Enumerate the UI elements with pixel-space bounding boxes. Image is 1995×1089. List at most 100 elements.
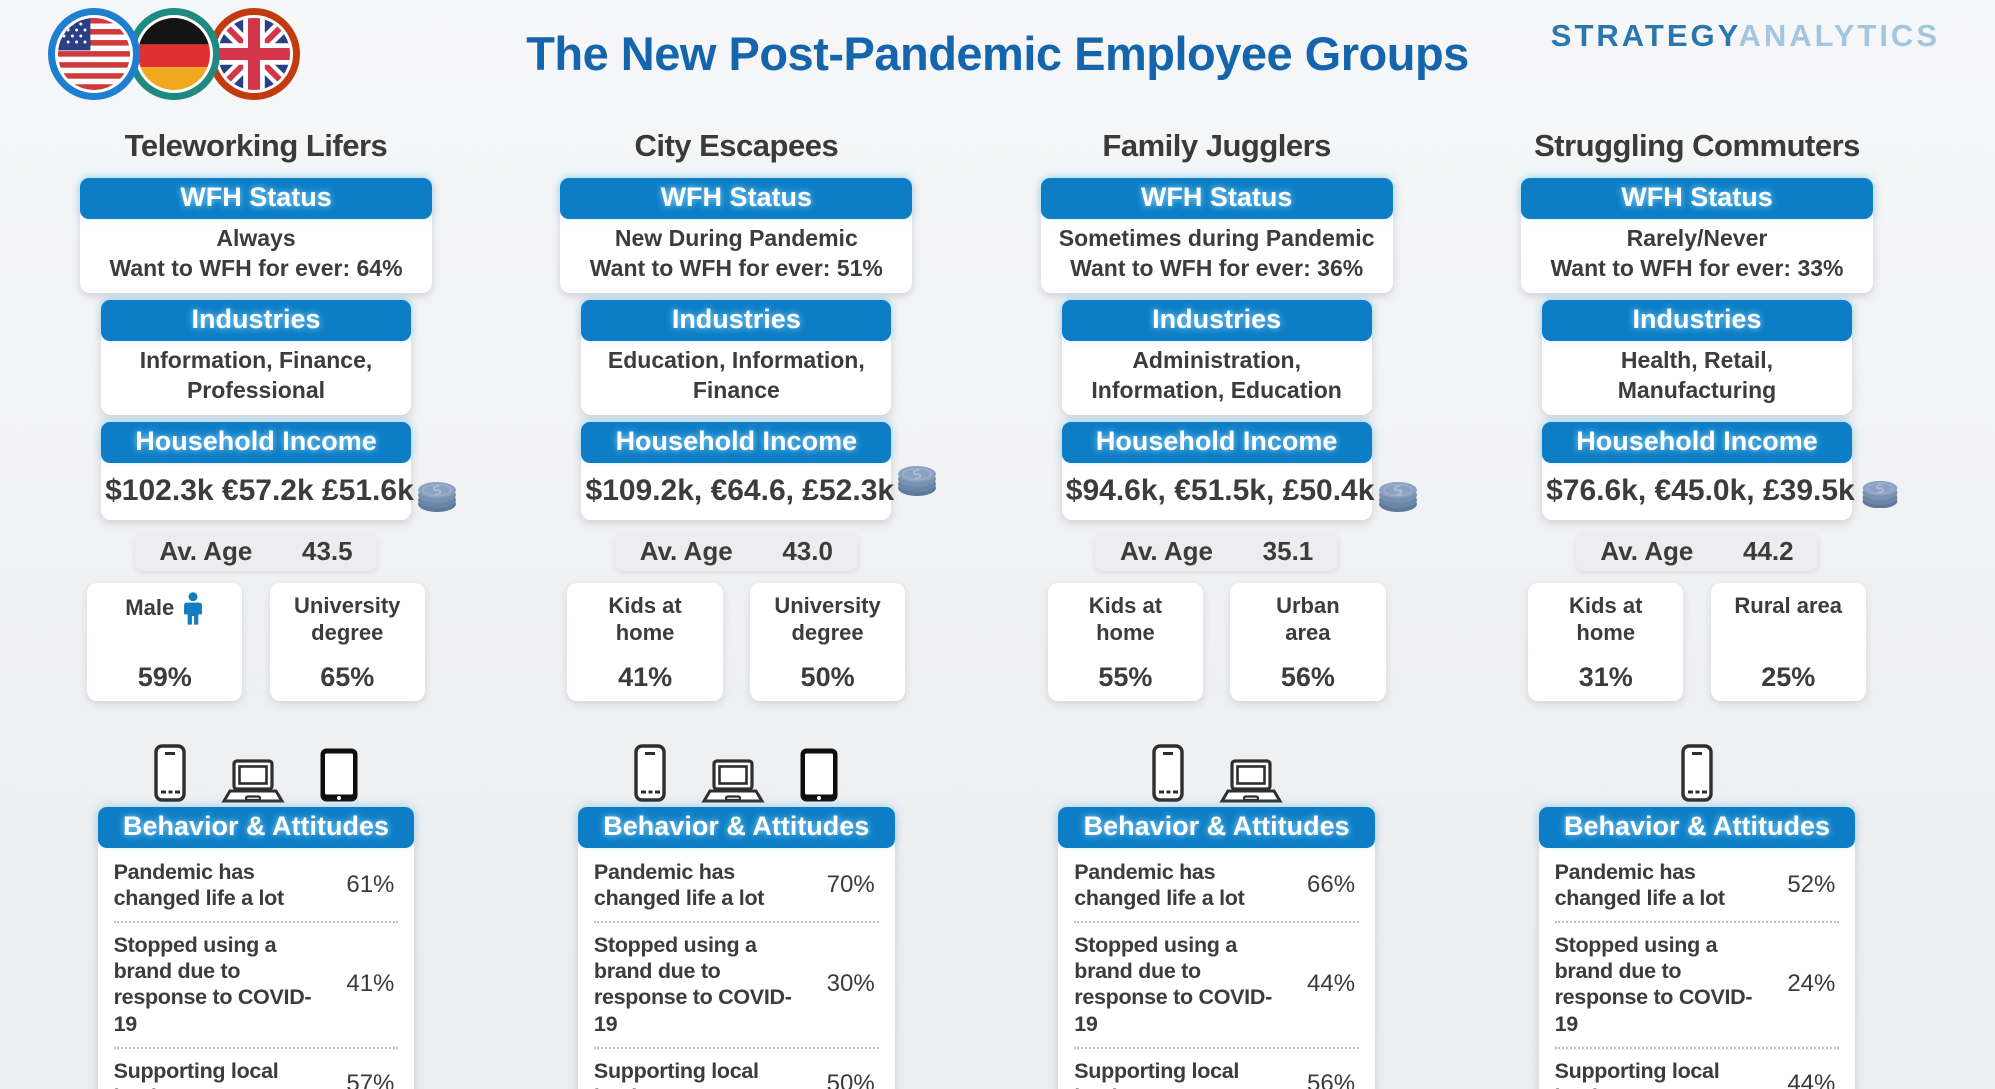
demographic-value: 25% [1761, 661, 1816, 692]
coin-icon [417, 480, 457, 513]
country-flags [48, 8, 300, 100]
behavior-label: Supporting local business [1554, 1058, 1720, 1089]
behavior-attitudes-card: Behavior & Attitudes Pandemic has change… [1538, 806, 1856, 1089]
behavior-value: 44% [1307, 970, 1356, 998]
demographic-value: 65% [320, 661, 375, 692]
industries-card: Industries Administration, Information, … [1061, 299, 1372, 415]
behavior-label: Pandemic has changed life a lot [113, 859, 285, 910]
germany-flag-icon [128, 8, 220, 100]
demographic-male: Male 59% [87, 582, 243, 701]
behavior-value: 24% [1787, 970, 1836, 998]
persona-title: City Escapees [634, 128, 839, 163]
behavior-label: Stopped using a brand due to response to… [1074, 933, 1272, 1036]
wfh-forever: Want to WFH for ever: 51% [589, 254, 883, 281]
demographics-row: Kids at home 41% University degree 50% [567, 582, 906, 701]
industries-card: Industries Health, Retail, Manufacturing [1542, 299, 1852, 415]
behavior-value: 56% [1307, 1070, 1356, 1089]
behavior-attitudes-header: Behavior & Attitudes [1538, 806, 1856, 848]
demographic-label: University degree [774, 592, 881, 646]
wfh-forever: Want to WFH for ever: 33% [1550, 254, 1844, 281]
coin-icon [1377, 480, 1418, 513]
demographic-urban-area: Urban area 56% [1230, 582, 1386, 701]
male-figure-icon [184, 591, 203, 625]
behavior-row: Supporting local business 50% [594, 1049, 879, 1089]
behavior-row: Pandemic has changed life a lot 66% [1074, 850, 1360, 923]
behavior-row: Supporting local business 56% [1074, 1049, 1359, 1089]
demographic-rural-area: Rural area 25% [1710, 582, 1866, 701]
smartphone-icon [1681, 743, 1713, 802]
demographics-row: Kids at home 55% Urban area 56% [1047, 582, 1386, 701]
page-header: The New Post-Pandemic Employee Groups ST… [0, 0, 1995, 118]
behavior-value: 50% [826, 1070, 875, 1089]
wfh-frequency: New During Pandemic [614, 225, 858, 251]
laptop-icon [1220, 758, 1282, 803]
behavior-value: 44% [1787, 1070, 1836, 1089]
behavior-label: Pandemic has changed life a lot [1074, 859, 1245, 910]
average-age-label: Av. Age [1600, 535, 1694, 566]
household-income-header: Household Income [101, 421, 411, 463]
behavior-row: Supporting local business 57% [114, 1049, 399, 1089]
demographic-value: 31% [1578, 661, 1633, 692]
average-age-label: Av. Age [639, 535, 733, 566]
behavior-row: Pandemic has changed life a lot 70% [593, 850, 879, 923]
logo-analytics: ANALYTICS [1738, 18, 1940, 53]
behavior-row: Stopped using a brand due to response to… [1554, 923, 1840, 1049]
household-income-header: Household Income [581, 421, 892, 463]
wfh-forever: Want to WFH for ever: 64% [109, 254, 403, 281]
smartphone-icon [1151, 743, 1184, 802]
wfh-status-card: WFH Status Sometimes during Pandemic Wan… [1040, 178, 1393, 293]
behavior-attitudes-header: Behavior & Attitudes [1058, 806, 1376, 848]
persona-title: Struggling Commuters [1534, 128, 1860, 163]
demographic-kids-at-home: Kids at home 41% [567, 582, 723, 701]
logo-strategy: STRATEGY [1550, 18, 1739, 53]
behavior-attitudes-card: Behavior & Attitudes Pandemic has change… [577, 806, 895, 1089]
wfh-status-card: WFH Status Always Want to WFH for ever: … [80, 178, 432, 293]
devices-row [560, 711, 912, 803]
behavior-value: 57% [346, 1070, 395, 1089]
average-age-bar: Av. Age 43.5 [134, 531, 378, 571]
demographic-value: 55% [1098, 661, 1153, 692]
devices-row [80, 711, 432, 803]
average-age-bar: Av. Age 44.2 [1575, 531, 1819, 571]
behavior-label: Supporting local business [113, 1058, 279, 1089]
household-income-card: Household Income $109.2k, €64.6, £52.3k [581, 421, 937, 520]
uk-flag-icon [208, 8, 300, 100]
behavior-value: 41% [346, 970, 395, 998]
demographic-label: Urban area [1276, 592, 1340, 646]
industries-list: Information, Finance, Professional [139, 346, 373, 403]
behavior-row: Stopped using a brand due to response to… [593, 923, 879, 1049]
demographic-label: Kids at home [1569, 592, 1643, 646]
wfh-status-card: WFH Status Rarely/Never Want to WFH for … [1520, 178, 1873, 293]
household-income-header: Household Income [1542, 421, 1852, 463]
demographic-label: Kids at home [1088, 592, 1163, 646]
persona-title: Family Jugglers [1102, 128, 1331, 163]
behavior-row: Stopped using a brand due to response to… [113, 923, 399, 1049]
demographic-university-degree: University degree 50% [749, 582, 906, 701]
strategy-analytics-logo: STRATEGYANALYTICS [1551, 18, 1940, 54]
wfh-frequency: Rarely/Never [1626, 225, 1768, 251]
industries-card: Industries Information, Finance, Profess… [101, 299, 411, 415]
behavior-value: 66% [1307, 870, 1356, 898]
household-income-header: Household Income [1061, 421, 1372, 463]
industries-header: Industries [1542, 299, 1852, 341]
behavior-label: Pandemic has changed life a lot [593, 859, 765, 910]
demographic-label: University degree [294, 592, 401, 646]
behavior-attitudes-header: Behavior & Attitudes [97, 806, 415, 848]
average-age-label: Av. Age [159, 535, 253, 566]
industries-list: Health, Retail, Manufacturing [1617, 346, 1777, 403]
wfh-forever: Want to WFH for ever: 36% [1070, 254, 1364, 281]
behavior-row: Supporting local business 44% [1555, 1049, 1840, 1089]
average-age-value: 43.0 [782, 535, 833, 566]
demographic-value: 50% [800, 661, 855, 692]
behavior-value: 61% [346, 870, 395, 898]
wfh-status-card: WFH Status New During Pandemic Want to W… [560, 178, 913, 293]
behavior-value: 30% [826, 970, 875, 998]
household-income-value: $109.2k, €64.6, £52.3k [585, 473, 895, 507]
persona-column-teleworking-lifers: Teleworking Lifers WFH Status Always Wan… [80, 118, 457, 1089]
behavior-label: Stopped using a brand due to response to… [1554, 933, 1753, 1036]
persona-column-family-jugglers: Family Jugglers WFH Status Sometimes dur… [1040, 118, 1418, 1089]
coin-icon [1861, 479, 1898, 508]
smartphone-icon [634, 743, 667, 802]
behavior-label: Stopped using a brand due to response to… [113, 933, 312, 1036]
industries-card: Industries Education, Information, Finan… [581, 299, 892, 415]
